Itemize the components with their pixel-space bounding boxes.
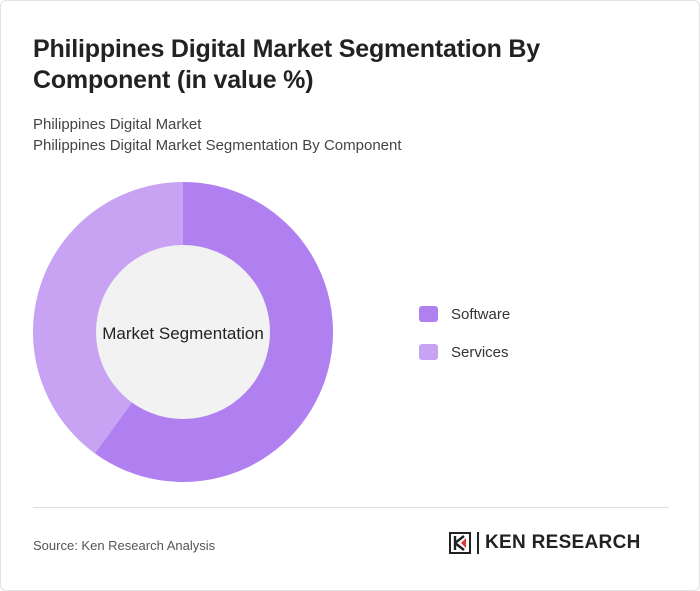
logo-separator — [477, 532, 479, 554]
legend: Software Services — [419, 304, 510, 380]
legend-item-services[interactable]: Services — [419, 342, 510, 362]
footer-divider — [33, 507, 669, 508]
donut-chart: Market Segmentation — [33, 182, 333, 482]
legend-swatch-services — [419, 344, 438, 360]
source-note: Source: Ken Research Analysis — [33, 538, 216, 553]
ken-research-logo-icon — [449, 532, 471, 554]
ken-research-logo: KEN RESEARCH — [449, 532, 641, 554]
legend-item-software[interactable]: Software — [419, 304, 510, 324]
legend-label-software: Software — [451, 305, 511, 323]
logo-text: KEN RESEARCH — [485, 532, 641, 553]
donut-center-label: Market Segmentation — [102, 324, 264, 343]
legend-label-services: Services — [451, 343, 509, 361]
subtitle-line-2: Philippines Digital Market Segmentation … — [33, 137, 402, 154]
chart-subtitle: Philippines Digital Market Philippines D… — [33, 114, 402, 156]
donut-hole — [96, 245, 270, 419]
legend-swatch-software — [419, 306, 438, 322]
subtitle-line-1: Philippines Digital Market — [33, 116, 202, 133]
chart-title: Philippines Digital Market Segmentation … — [33, 35, 540, 94]
